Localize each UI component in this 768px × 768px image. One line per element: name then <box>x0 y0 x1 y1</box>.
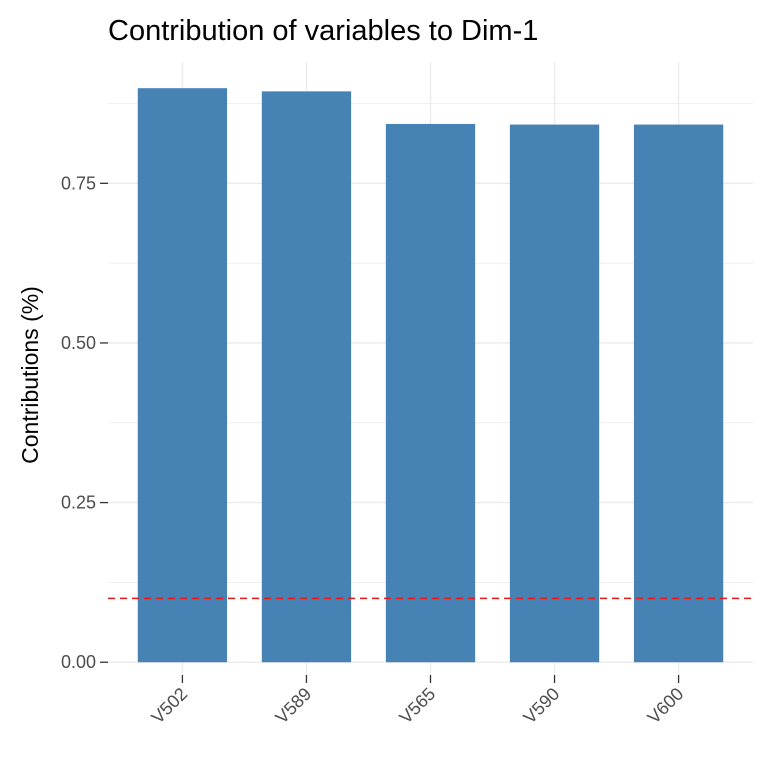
bars <box>137 88 724 663</box>
x-axis: V502 V589 V565 V590 V600 <box>147 675 687 728</box>
y-axis: 0.00 0.25 0.50 0.75 <box>61 173 108 672</box>
bar-v600 <box>633 124 724 663</box>
y-tick-label: 0.75 <box>61 173 96 193</box>
x-tick-label: V502 <box>147 684 191 728</box>
y-tick-label: 0.50 <box>61 333 96 353</box>
x-tick-label: V590 <box>519 684 563 728</box>
bar-v589 <box>261 91 352 663</box>
x-tick-label: V589 <box>271 684 315 728</box>
chart-title: Contribution of variables to Dim-1 <box>108 15 538 47</box>
bar-v502 <box>137 88 228 663</box>
x-tick-label: V600 <box>644 684 688 728</box>
bar-v565 <box>385 123 476 663</box>
y-axis-label: Contributions (%) <box>17 286 43 464</box>
y-tick-label: 0.00 <box>61 652 96 672</box>
y-tick-label: 0.25 <box>61 493 96 513</box>
bar-v590 <box>509 124 600 663</box>
x-tick-label: V565 <box>395 684 439 728</box>
